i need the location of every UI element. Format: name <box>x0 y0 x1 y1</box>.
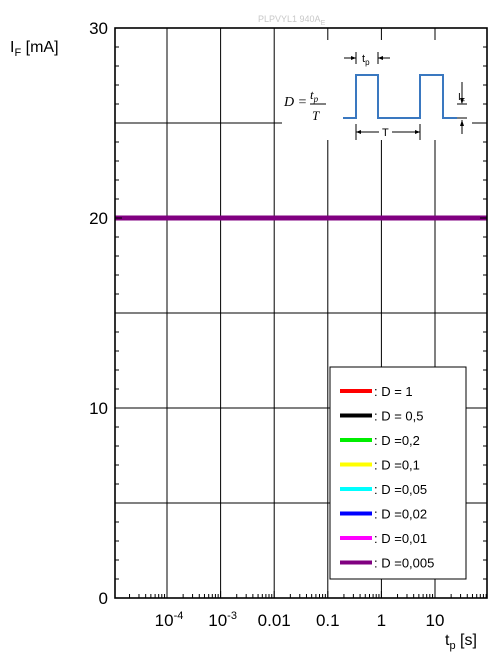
y-tick-label: 10 <box>89 399 108 418</box>
legend-label: : D =0,02 <box>374 507 427 522</box>
x-axis-label: tp [s] <box>445 632 477 652</box>
amp-arrowhead-top <box>460 98 464 104</box>
y-axis-label: IF [mA] <box>10 39 59 59</box>
formula-numerator: tp <box>310 87 319 104</box>
x-tick-label: 10-3 <box>208 610 237 630</box>
legend-label: : D =0,05 <box>374 482 427 497</box>
formula-lhs: D = <box>283 95 307 110</box>
y-tick-label: 0 <box>99 589 108 608</box>
duty-cycle-inset: D = tp T tp T IF <box>282 40 472 140</box>
legend-label: : D =0,005 <box>374 556 434 571</box>
legend-label: : D = 1 <box>374 384 413 399</box>
tp-arrowhead-left <box>351 56 356 60</box>
legend-label: : D =0,1 <box>374 458 420 473</box>
legend-label: : D =0,2 <box>374 433 420 448</box>
period-label: T <box>382 127 389 139</box>
x-tick-label: 10 <box>426 611 445 630</box>
period-arrowhead-right <box>415 130 420 134</box>
formula-denominator: T <box>312 108 320 123</box>
tp-label: tp <box>362 53 370 67</box>
x-tick-label: 10-4 <box>155 610 184 630</box>
tp-arrowhead-right <box>378 56 383 60</box>
figure-code: PLPVYL1 940AE <box>258 14 326 27</box>
legend: : D = 1 : D = 0,5 : D =0,2 : D =0,1 : D =0,0… <box>329 366 467 580</box>
pulse-waveform <box>343 74 457 119</box>
axis-ticks: 0 10 20 30 10-4 10-3 0.01 0.1 1 10 <box>89 19 487 630</box>
legend-label: : D = 0,5 <box>374 409 424 424</box>
amp-arrowhead-bottom <box>460 120 464 126</box>
y-tick-label: 20 <box>89 209 108 228</box>
amp-label: IF <box>458 92 465 105</box>
period-arrowhead-left <box>356 130 361 134</box>
x-tick-label: 0.1 <box>316 611 340 630</box>
legend-box <box>329 366 467 580</box>
y-tick-label: 30 <box>89 19 108 38</box>
x-tick-label: 0.01 <box>258 611 291 630</box>
legend-label: : D =0,01 <box>374 531 427 546</box>
x-tick-label: 1 <box>377 611 386 630</box>
